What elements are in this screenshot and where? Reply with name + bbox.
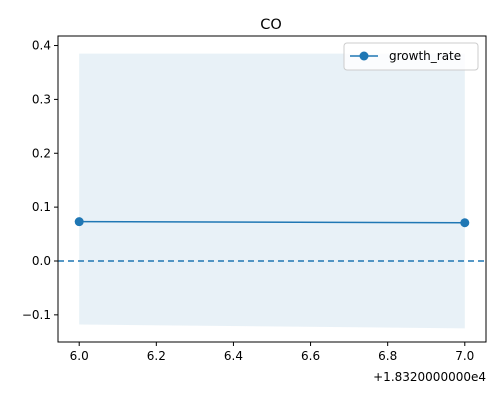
x-axis-offset-label: +1.8320000000e4 (373, 370, 486, 384)
legend-series-label: growth_rate (389, 49, 461, 63)
x-tick-label: 6.8 (378, 349, 397, 363)
plot-area (58, 53, 486, 329)
y-tick-label: 0.1 (32, 200, 51, 214)
y-tick-label: 0.4 (32, 39, 51, 53)
y-tick-label: 0.3 (32, 92, 51, 106)
y-tick-label: 0.0 (32, 254, 51, 268)
y-axis: −0.1 0.0 0.1 0.2 0.3 0.4 (22, 39, 58, 322)
x-tick-label: 6.4 (224, 349, 243, 363)
data-point (460, 218, 470, 228)
x-tick-label: 6.6 (301, 349, 320, 363)
chart-title: CO (260, 17, 282, 33)
legend-box (343, 42, 479, 71)
y-tick-label: 0.2 (32, 146, 51, 160)
x-tick-label: 6.0 (70, 349, 89, 363)
y-tick-label: −0.1 (22, 308, 51, 322)
x-axis: 6.0 6.2 6.4 6.6 6.8 7.0 (70, 342, 474, 363)
series-line-growth-rate (79, 220, 465, 224)
confidence-band (79, 53, 465, 329)
legend-series-marker (359, 51, 369, 61)
x-tick-label: 6.2 (147, 349, 166, 363)
x-tick-label: 7.0 (455, 349, 474, 363)
legend: growth_rate (343, 42, 479, 71)
axes-frame (57, 35, 487, 343)
data-point (74, 217, 84, 227)
